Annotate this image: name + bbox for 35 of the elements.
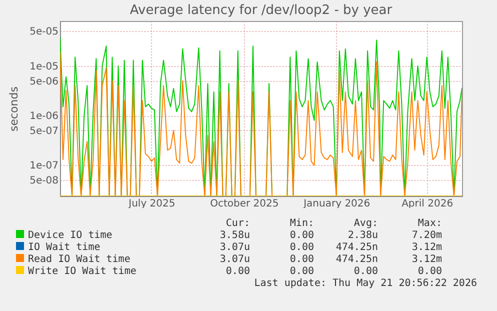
text: 0.00	[288, 230, 314, 242]
text: 0.00	[288, 254, 314, 266]
text: 0.00	[288, 266, 314, 278]
text: Cur:	[224, 218, 250, 230]
chart-title: Average latency for /dev/loop2 - by year	[130, 3, 393, 18]
y-tick-label: 5e-07	[30, 126, 58, 137]
y-tick-label: 5e-06	[30, 76, 58, 88]
text: Last update: Thu May 21 20:56:22 2026	[253, 278, 477, 290]
legend-label: Write IO Wait time	[27, 266, 136, 277]
text: 3.12m	[410, 242, 442, 254]
text: 0.00	[352, 266, 378, 278]
y-tick-label: 5e-08	[30, 176, 58, 187]
text: 0.00	[416, 266, 442, 278]
text: 2.38u	[346, 230, 378, 242]
y-tick-label: 1e-06	[30, 111, 58, 122]
legend-label: Device IO time	[27, 230, 112, 241]
text: 3.12m	[410, 254, 442, 266]
text: 7.20m	[410, 230, 442, 242]
legend-label: IO Wait time	[27, 242, 100, 253]
legend-label: Read IO Wait time	[27, 254, 130, 265]
x-tick-label: October 2025	[210, 198, 279, 210]
text: 3.07u	[218, 254, 250, 266]
text: 3.07u	[218, 242, 250, 254]
text: 3.58u	[218, 230, 250, 242]
text: 0.00	[288, 242, 314, 254]
text: Max:	[416, 218, 442, 230]
text: 474.25n	[334, 242, 378, 254]
y-axis-title: seconds	[8, 86, 21, 132]
text: 0.00	[224, 266, 250, 278]
text: Min:	[288, 218, 314, 230]
y-tick-label: 1e-07	[30, 160, 58, 172]
text: Avg:	[352, 218, 378, 230]
y-tick-label: 1e-05	[30, 61, 58, 72]
text: 474.25n	[334, 254, 378, 266]
y-tick-label: 5e-05	[30, 26, 58, 38]
